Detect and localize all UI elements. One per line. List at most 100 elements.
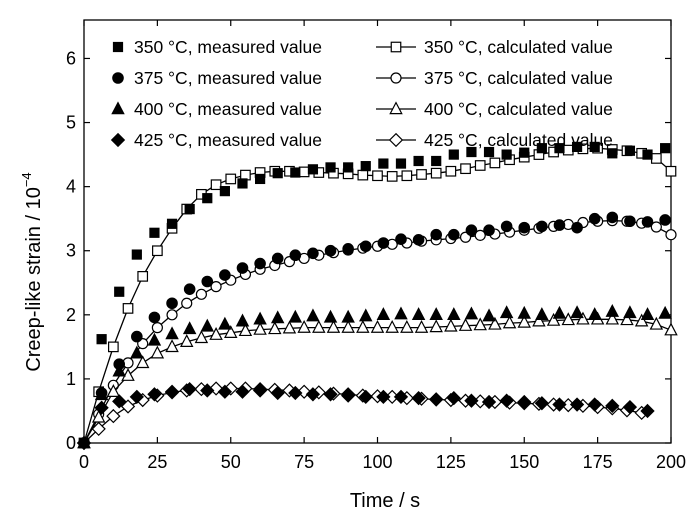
data-point	[106, 408, 121, 424]
data-point	[323, 387, 338, 402]
legend-label: 375 °C, measured value	[134, 68, 322, 88]
data-point	[272, 168, 283, 179]
data-point	[607, 148, 618, 159]
data-point	[640, 307, 655, 321]
legend-marker	[389, 101, 403, 115]
data-point	[416, 169, 427, 180]
data-point	[534, 396, 550, 411]
data-point	[444, 318, 458, 332]
data-point	[546, 312, 561, 326]
data-point	[150, 345, 165, 359]
data-point	[665, 165, 677, 177]
legend-label: 350 °C, measured value	[134, 37, 322, 57]
data-point	[76, 435, 92, 451]
data-point	[536, 143, 547, 154]
data-point	[394, 306, 408, 320]
data-point	[500, 220, 513, 233]
data-point	[660, 143, 671, 154]
data-point	[341, 388, 356, 403]
data-point	[665, 229, 677, 241]
data-point	[255, 173, 266, 185]
series-square-measured	[78, 141, 671, 449]
legend-label: 400 °C, calculated value	[424, 99, 613, 119]
data-point	[307, 164, 319, 175]
data-point	[184, 203, 195, 215]
data-point	[131, 330, 143, 343]
data-point	[460, 163, 471, 175]
data-point	[360, 161, 371, 172]
data-point	[270, 385, 285, 401]
data-point	[483, 146, 495, 158]
data-point	[473, 317, 487, 331]
data-point	[356, 319, 370, 333]
data-point	[217, 384, 233, 399]
data-point	[236, 262, 249, 274]
data-point	[165, 326, 179, 340]
data-point	[254, 257, 266, 270]
y-axis-title-exponent: −4	[19, 172, 34, 187]
data-point	[489, 157, 501, 169]
data-point	[195, 288, 207, 300]
data-point	[94, 387, 109, 401]
y-tick-label: 2	[66, 305, 76, 325]
data-point	[400, 319, 414, 333]
series-triangle-measured	[77, 303, 672, 449]
y-tick-label: 6	[66, 48, 76, 68]
data-point	[464, 393, 479, 408]
data-point	[289, 249, 302, 262]
data-point	[219, 269, 231, 281]
data-point	[268, 321, 282, 335]
data-point	[194, 330, 209, 344]
x-tick-label: 50	[221, 452, 241, 472]
data-point	[166, 218, 178, 229]
data-point	[208, 381, 224, 396]
data-point	[517, 394, 532, 410]
data-point	[445, 165, 457, 177]
data-point	[165, 339, 179, 353]
series-triangle-calculated	[77, 311, 678, 449]
data-point	[429, 392, 444, 407]
data-point	[341, 309, 355, 323]
data-point	[634, 313, 649, 327]
data-point	[499, 393, 514, 408]
data-point	[605, 311, 620, 325]
data-point	[431, 155, 442, 167]
data-point	[298, 166, 310, 178]
data-point	[430, 167, 442, 179]
axes-layer: 0 25 50 75 100 125 150 175 200 0 1 2 3 4 5 6	[66, 19, 686, 472]
legend-marker	[390, 72, 402, 84]
data-point	[253, 321, 267, 335]
legend-marker	[112, 72, 124, 84]
data-point	[623, 305, 637, 319]
data-point	[297, 319, 311, 333]
data-point	[536, 220, 548, 233]
data-point	[270, 310, 285, 324]
data-point	[642, 149, 653, 160]
data-point	[482, 308, 496, 322]
data-point	[238, 323, 253, 337]
data-point	[561, 312, 576, 326]
data-point	[166, 309, 178, 321]
data-point	[552, 397, 567, 412]
data-point	[606, 211, 619, 224]
data-point	[107, 341, 119, 353]
legend: 350 °C, measured value 350 °C, calculated…	[110, 37, 613, 150]
data-point	[200, 383, 215, 398]
data-point	[237, 178, 248, 189]
data-point	[290, 167, 301, 178]
legend-label: 400 °C, measured value	[134, 99, 322, 119]
data-point	[151, 322, 163, 334]
legend-marker	[390, 41, 402, 53]
data-point	[587, 307, 602, 321]
y-axis-title-text: Creep-like strain / 10	[23, 187, 45, 372]
data-point	[131, 249, 142, 260]
data-point	[446, 390, 461, 406]
legend-label: 350 °C, calculated value	[424, 37, 613, 57]
data-point	[474, 229, 486, 241]
data-point	[325, 162, 336, 173]
y-tick-label: 5	[66, 113, 76, 133]
data-point	[152, 245, 163, 257]
data-point	[112, 394, 127, 409]
data-point	[235, 384, 250, 399]
data-point	[359, 308, 373, 322]
